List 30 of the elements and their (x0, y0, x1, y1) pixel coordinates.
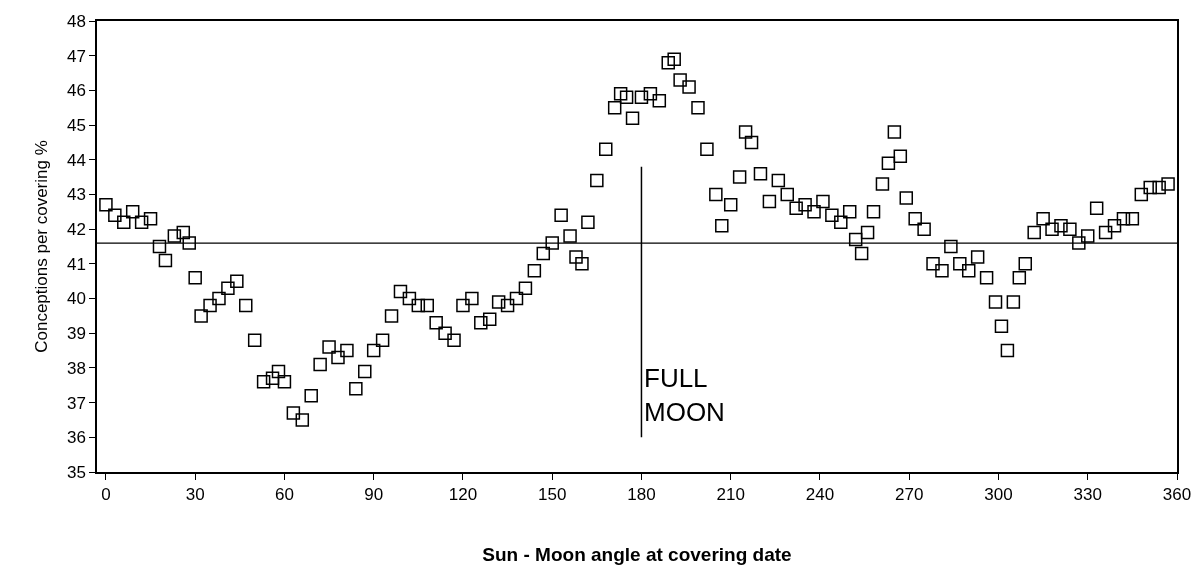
y-tick-label: 38 (66, 358, 86, 378)
x-tick-label: 360 (1162, 485, 1192, 505)
y-tick-label: 36 (66, 428, 86, 448)
annotation: FULL MOON (644, 363, 725, 427)
y-tick-label: 42 (66, 220, 86, 240)
y-tick-label: 45 (66, 116, 86, 136)
y-tick-label: 48 (66, 11, 86, 31)
y-axis-title: Conceptions per covering % (31, 140, 51, 353)
x-tick-label: 270 (895, 485, 924, 505)
y-tick-label: 37 (66, 393, 86, 413)
y-tick-label: 41 (66, 254, 86, 274)
x-tick-label: 330 (1073, 485, 1102, 505)
x-tick-label: 240 (805, 485, 835, 505)
x-tick-label: 150 (538, 485, 567, 505)
y-tick-label: 46 (66, 81, 86, 101)
x-tick-label: 300 (984, 485, 1013, 505)
x-tick-label: 0 (101, 485, 111, 505)
x-tick-label: 180 (627, 485, 656, 505)
x-tick-label: 30 (185, 485, 205, 505)
y-tick-label: 39 (66, 324, 86, 344)
y-tick-label: 40 (66, 289, 86, 309)
x-tick-label: 90 (364, 485, 384, 505)
x-tick-label: 120 (448, 485, 478, 505)
y-tick-label: 44 (66, 150, 86, 170)
x-tick-label: 210 (716, 485, 745, 505)
y-tick-label: 43 (66, 185, 86, 205)
y-tick-label: 35 (66, 462, 86, 482)
y-tick-label: 47 (66, 46, 86, 66)
x-tick-label: 60 (274, 485, 294, 505)
x-axis-title: Sun - Moon angle at covering date (482, 544, 792, 566)
